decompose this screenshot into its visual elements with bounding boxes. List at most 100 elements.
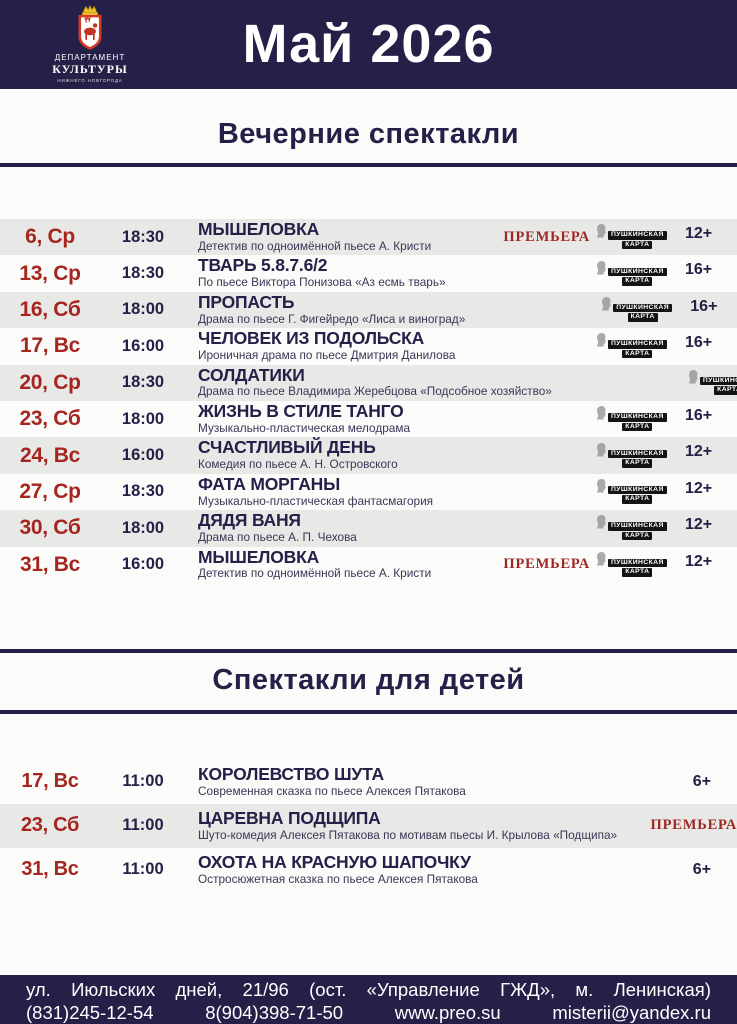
performance-date: 27, Ср xyxy=(19,479,81,503)
performance-info: СОЛДАТИКИ Драма по пьесе Владимира Жереб… xyxy=(186,364,552,399)
performance-description: Шуто-комедия Алексея Пятакова по мотивам… xyxy=(198,827,618,842)
website-url: www.preo.su xyxy=(394,1002,501,1023)
performance-time: 16:00 xyxy=(121,555,165,574)
performance-info: ТВАРЬ 5.8.7.6/2 По пьесе Виктора Понизов… xyxy=(186,257,460,289)
pushkin-portrait-icon xyxy=(596,478,606,493)
pushkin-card-label-line2: КАРТА xyxy=(622,277,653,286)
page-title: Май 2026 xyxy=(242,14,495,74)
pushkin-card-label-line2: КАРТА xyxy=(622,349,653,359)
pushkin-portrait-icon xyxy=(596,551,606,566)
table-row: 6, Ср 18:30 МЫШЕЛОВКА Детектив по одноим… xyxy=(0,218,737,256)
pushkin-portrait-icon xyxy=(596,406,606,420)
age-rating: 12+ xyxy=(685,516,713,534)
performance-time: 11:00 xyxy=(122,816,164,835)
pushkin-portrait-icon xyxy=(596,260,606,275)
performance-time: 18:30 xyxy=(121,227,165,246)
performance-time: 16:00 xyxy=(121,446,165,465)
performance-title: СОЛДАТИКИ xyxy=(198,364,305,385)
pushkin-portrait-icon xyxy=(596,224,606,238)
age-rating: 12+ xyxy=(685,479,713,497)
children-section-title: Спектакли для детей xyxy=(212,663,525,696)
age-rating: 16+ xyxy=(685,334,713,352)
performance-title: ОХОТА НА КРАСНУЮ ШАПОЧКУ xyxy=(198,851,471,872)
pushkin-card-label-line1: ПУШКИНСКАЯ xyxy=(699,376,737,386)
pushkin-card-label-line2: КАРТА xyxy=(622,459,653,468)
theatre-address: ул. Июльских дней, 21/96 (ост. «Управлен… xyxy=(26,979,711,1000)
performance-description: Современная сказка по пьесе Алексея Пята… xyxy=(198,783,466,798)
table-row: 31, Вс 16:00 МЫШЕЛОВКА Детектив по однои… xyxy=(0,547,737,583)
pushkin-card-label-line2: КАРТА xyxy=(622,568,653,577)
table-row: 17, Вс 16:00 ЧЕЛОВЕК ИЗ ПОДОЛЬСКА Иронич… xyxy=(0,328,737,364)
performance-description: Остросюжетная сказка по пьесе Алексея Пя… xyxy=(198,871,478,886)
performance-description: Детектив по одноимённой пьесе А. Кристи xyxy=(198,238,432,253)
performance-title: ДЯДЯ ВАНЯ xyxy=(198,510,301,531)
pushkin-portrait-icon xyxy=(596,515,606,529)
table-row: 17, Вс 11:00 КОРОЛЕВСТВО ШУТА Современна… xyxy=(0,760,737,804)
performance-date: 31, Вс xyxy=(21,858,79,881)
table-row: 24, Вс 16:00 СЧАСТЛИВЫЙ ДЕНЬ Комедия по … xyxy=(0,437,737,474)
performance-time: 18:30 xyxy=(121,373,165,392)
age-rating: 16+ xyxy=(685,261,713,279)
performance-date: 17, Вс xyxy=(21,770,79,793)
performance-description: По пьесе Виктора Понизова «Аз есмь тварь… xyxy=(198,275,446,290)
pushkin-portrait-icon xyxy=(602,296,611,311)
performance-description: Комедия по пьесе А. Н. Островского xyxy=(198,457,398,472)
performance-title: МЫШЕЛОВКА xyxy=(198,218,320,239)
logo-text-culture: КУЛЬТУРЫ xyxy=(52,62,128,76)
premiere-badge: ПРЕМЬЕРА xyxy=(650,817,737,834)
table-row: 20, Ср 18:30 СОЛДАТИКИ Драма по пьесе Вл… xyxy=(0,364,737,401)
performance-info: СЧАСТЛИВЫЙ ДЕНЬ Комедия по пьесе А. Н. О… xyxy=(186,438,460,472)
performance-description: Музыкально-пластическая мелодрама xyxy=(198,420,411,435)
performance-title: КОРОЛЕВСТВО ШУТА xyxy=(198,763,384,784)
performance-title: ЖИЗНЬ В СТИЛЕ ТАНГО xyxy=(198,400,404,421)
premiere-badge: ПРЕМЬЕРА xyxy=(503,556,590,573)
pushkin-card-label-line2: КАРТА xyxy=(714,386,737,395)
table-row: 23, Сб 18:00 ЖИЗНЬ В СТИЛЕ ТАНГО Музыкал… xyxy=(0,401,737,437)
performance-time: 11:00 xyxy=(122,860,164,879)
pushkin-card-label-line1: ПУШКИНСКАЯ xyxy=(608,449,667,459)
performance-date: 17, Вс xyxy=(19,334,81,358)
phone-number-1: (831)245-12-54 xyxy=(26,1002,154,1023)
performance-time: 18:00 xyxy=(121,518,165,537)
evening-section-header: Вечерние спектакли xyxy=(0,89,737,167)
performance-description: Драма по пьесе Г. Фигейредо «Лиса и вино… xyxy=(198,311,466,326)
pushkin-portrait-icon xyxy=(688,369,698,384)
performance-date: 23, Сб xyxy=(19,407,81,431)
children-section-header: Спектакли для детей xyxy=(0,648,737,714)
pushkin-card-label-line2: КАРТА xyxy=(622,495,653,504)
age-rating: 6+ xyxy=(692,860,711,878)
phone-number-2: 8(904)398-71-50 xyxy=(205,1002,344,1023)
pushkin-card-label-line2: КАРТА xyxy=(622,531,653,541)
performance-time: 18:00 xyxy=(121,300,165,319)
table-row: 13, Ср 18:30 ТВАРЬ 5.8.7.6/2 По пьесе Ви… xyxy=(0,255,737,291)
performance-time: 18:30 xyxy=(121,482,165,501)
performance-date: 31, Вс xyxy=(19,552,81,576)
age-rating: 12+ xyxy=(685,552,713,570)
pushkin-card-label-line1: ПУШКИНСКАЯ xyxy=(608,267,667,277)
footer-contacts: (831)245-12-54 8(904)398-71-50 www.preo.… xyxy=(26,1001,711,1024)
performance-info: МЫШЕЛОВКА Детектив по одноимённой пьесе … xyxy=(186,548,460,581)
performance-date: 30, Сб xyxy=(19,516,81,540)
performance-time: 18:30 xyxy=(121,264,165,283)
performance-time: 18:00 xyxy=(121,409,165,428)
performance-title: ТВАРЬ 5.8.7.6/2 xyxy=(198,255,328,276)
age-rating: 12+ xyxy=(685,443,713,461)
performance-date: 6, Ср xyxy=(25,225,75,249)
premiere-badge: ПРЕМЬЕРА xyxy=(503,228,590,245)
table-row: 23, Сб 11:00 ЦАРЕВНА ПОДЩИПА Шуто-комеди… xyxy=(0,803,737,848)
